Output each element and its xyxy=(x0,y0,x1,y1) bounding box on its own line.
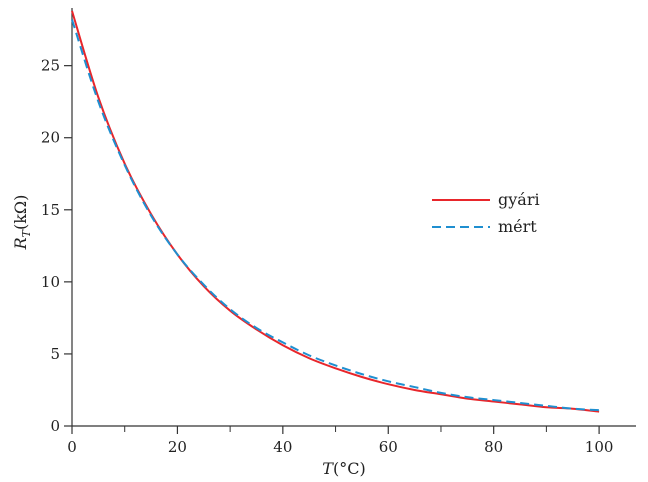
x-ticks: 0 20 40 60 80 100 xyxy=(67,426,613,456)
y-axis-label: RT(kΩ) xyxy=(11,195,33,251)
legend: gyári mért xyxy=(432,190,540,236)
axes xyxy=(71,8,636,427)
x-tick-label-0: 0 xyxy=(67,438,77,456)
y-tick-label-5: 25 xyxy=(41,57,60,75)
x-axis-label: T(°C) xyxy=(322,459,365,478)
y-tick-label-4: 20 xyxy=(41,129,60,147)
y-axis-subscript: T xyxy=(20,228,33,237)
x-tick-label-4: 80 xyxy=(484,438,503,456)
series-line-mert xyxy=(71,19,600,412)
x-tick-label-1: 20 xyxy=(168,438,187,456)
y-axis-symbol: R xyxy=(11,237,30,250)
y-ticks: 0 5 10 15 20 25 xyxy=(41,57,72,435)
x-axis-unit: (°C) xyxy=(333,459,366,478)
x-tick-label-5: 100 xyxy=(585,438,614,456)
y-tick-label-1: 5 xyxy=(50,345,60,363)
x-tick-label-3: 60 xyxy=(379,438,398,456)
series-layer xyxy=(71,10,600,413)
y-tick-label-2: 10 xyxy=(41,273,60,291)
y-axis-unit: (kΩ) xyxy=(11,195,30,230)
x-tick-label-2: 40 xyxy=(273,438,292,456)
x-axis-symbol: T xyxy=(322,459,334,478)
y-tick-label-3: 15 xyxy=(41,201,60,219)
legend-label-1: mért xyxy=(498,217,537,236)
legend-label-0: gyári xyxy=(498,190,540,209)
y-tick-label-0: 0 xyxy=(50,417,60,435)
series-line-gyari xyxy=(71,10,600,413)
